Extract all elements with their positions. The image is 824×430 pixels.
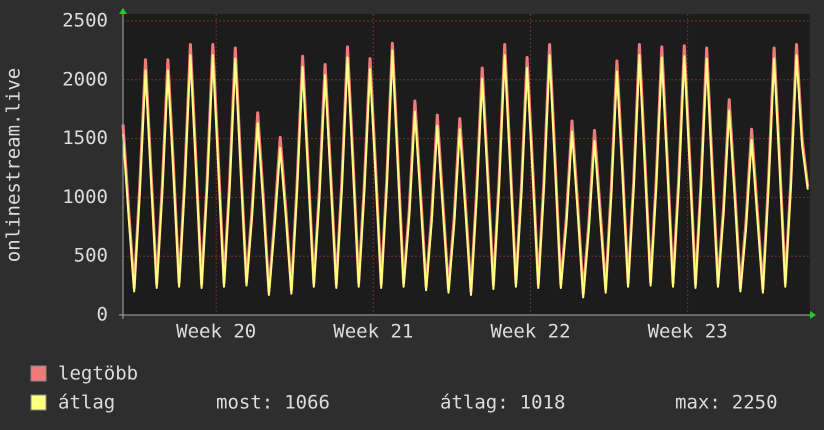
y-arrow bbox=[119, 8, 127, 14]
stat-value: 1066 bbox=[284, 392, 330, 414]
x-arrow bbox=[810, 311, 816, 319]
y-tick-label: 0 bbox=[97, 304, 108, 326]
y-tick-label: 1000 bbox=[62, 186, 108, 208]
y-tick-label: 1500 bbox=[62, 127, 108, 149]
legend-label: átlag bbox=[58, 392, 115, 414]
legend-label: legtöbb bbox=[58, 363, 138, 385]
stat-value: 1018 bbox=[520, 392, 566, 414]
series-line bbox=[122, 49, 809, 299]
legend-swatch bbox=[30, 365, 47, 382]
legend-swatch bbox=[30, 394, 47, 411]
x-tick-label: Week 22 bbox=[490, 321, 570, 343]
x-tick-label: Week 23 bbox=[648, 321, 728, 343]
x-tick-label: Week 21 bbox=[333, 321, 413, 343]
x-tick-label: Week 20 bbox=[176, 321, 256, 343]
stat-label: max: bbox=[675, 392, 721, 414]
y-tick-label: 2000 bbox=[62, 68, 108, 90]
y-tick-label: 2500 bbox=[62, 10, 108, 32]
y-axis-label: onlinestream.live bbox=[3, 68, 25, 262]
stat-value: 2250 bbox=[732, 392, 778, 414]
stat-label: átlag: bbox=[440, 392, 509, 414]
y-tick-label: 500 bbox=[74, 245, 108, 267]
stat-label: most: bbox=[216, 392, 273, 414]
